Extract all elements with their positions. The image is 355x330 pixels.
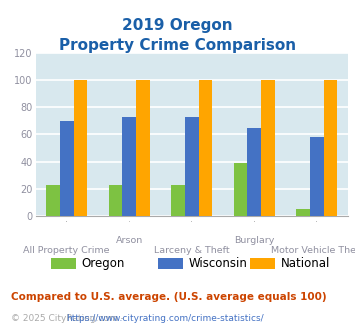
Bar <box>261 80 275 216</box>
Text: National: National <box>280 257 330 270</box>
Bar <box>247 128 261 216</box>
Bar <box>46 185 60 216</box>
Bar <box>136 80 150 216</box>
Text: Wisconsin: Wisconsin <box>188 257 247 270</box>
Bar <box>198 80 212 216</box>
Bar <box>234 163 247 216</box>
Text: Oregon: Oregon <box>82 257 125 270</box>
Text: © 2025 CityRating.com -: © 2025 CityRating.com - <box>11 314 126 323</box>
Text: Motor Vehicle Theft: Motor Vehicle Theft <box>271 246 355 255</box>
Bar <box>109 185 122 216</box>
Bar <box>73 80 87 216</box>
Text: Larceny & Theft: Larceny & Theft <box>154 246 230 255</box>
Bar <box>310 137 323 216</box>
Bar <box>323 80 337 216</box>
Bar <box>60 121 73 216</box>
Text: Arson: Arson <box>116 236 143 245</box>
Text: https://www.cityrating.com/crime-statistics/: https://www.cityrating.com/crime-statist… <box>66 314 263 323</box>
Bar <box>185 117 198 216</box>
Text: 2019 Oregon: 2019 Oregon <box>122 18 233 33</box>
Text: Burglary: Burglary <box>234 236 274 245</box>
Bar <box>296 209 310 216</box>
Bar <box>171 185 185 216</box>
Text: Compared to U.S. average. (U.S. average equals 100): Compared to U.S. average. (U.S. average … <box>11 292 326 302</box>
Text: Property Crime Comparison: Property Crime Comparison <box>59 38 296 53</box>
Bar <box>122 117 136 216</box>
Text: All Property Crime: All Property Crime <box>23 246 110 255</box>
